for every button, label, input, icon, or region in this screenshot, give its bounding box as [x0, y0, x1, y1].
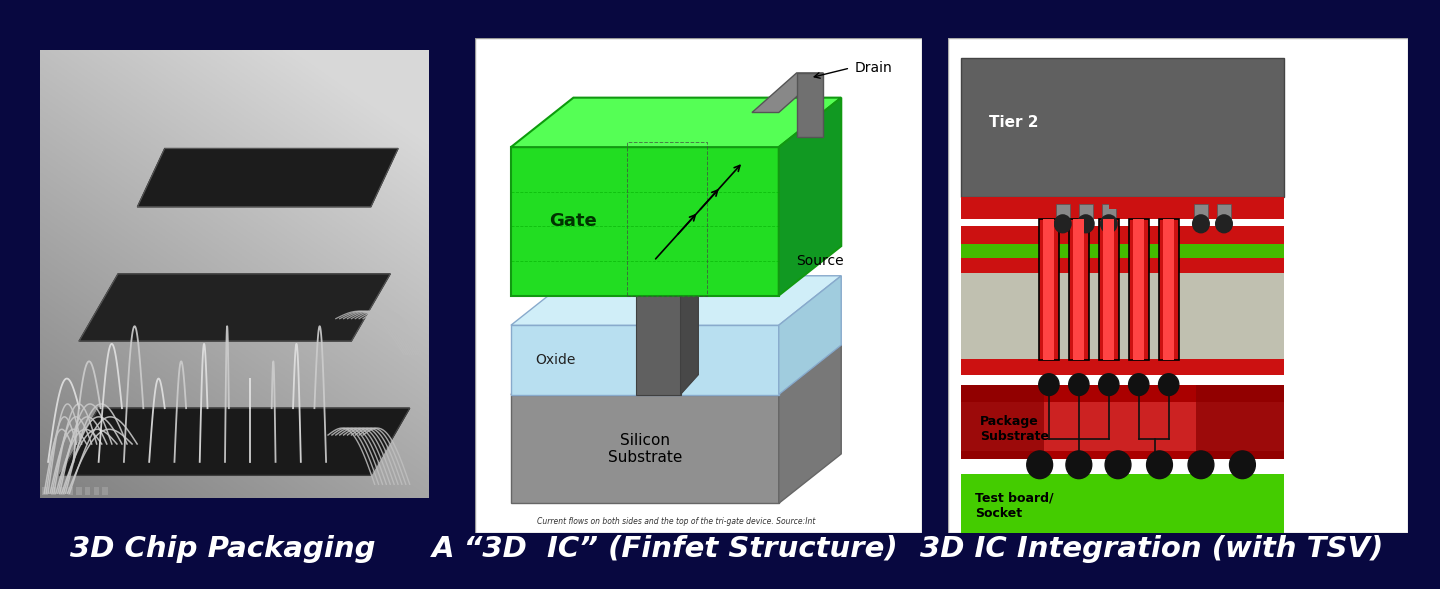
- FancyBboxPatch shape: [1159, 219, 1179, 360]
- FancyBboxPatch shape: [962, 402, 1284, 451]
- Circle shape: [1054, 215, 1071, 233]
- Text: Test board/
Socket: Test board/ Socket: [975, 492, 1054, 520]
- FancyBboxPatch shape: [1217, 204, 1231, 219]
- FancyBboxPatch shape: [1109, 199, 1192, 209]
- FancyBboxPatch shape: [42, 487, 48, 495]
- FancyBboxPatch shape: [1129, 219, 1149, 360]
- Polygon shape: [779, 276, 841, 395]
- Text: A “3D  IC” (Finfet Structure): A “3D IC” (Finfet Structure): [432, 535, 899, 563]
- FancyBboxPatch shape: [68, 487, 73, 495]
- Text: Tier 2: Tier 2: [989, 115, 1038, 130]
- FancyBboxPatch shape: [962, 58, 1284, 197]
- FancyBboxPatch shape: [1197, 385, 1284, 459]
- Text: 3D IC Integration (with TSV): 3D IC Integration (with TSV): [920, 535, 1384, 563]
- Polygon shape: [511, 395, 779, 504]
- FancyBboxPatch shape: [1068, 219, 1089, 360]
- FancyBboxPatch shape: [50, 487, 56, 495]
- Polygon shape: [796, 73, 824, 137]
- Text: Silicon
Substrate: Silicon Substrate: [608, 433, 683, 465]
- Circle shape: [1027, 451, 1053, 479]
- FancyBboxPatch shape: [962, 385, 1044, 459]
- FancyBboxPatch shape: [948, 38, 1408, 533]
- Polygon shape: [511, 276, 841, 325]
- Text: Package
Substrate: Package Substrate: [979, 415, 1048, 443]
- FancyBboxPatch shape: [94, 487, 99, 495]
- FancyBboxPatch shape: [962, 359, 1284, 375]
- Polygon shape: [779, 345, 841, 504]
- Polygon shape: [138, 148, 397, 207]
- Text: Tier 1: Tier 1: [1303, 288, 1354, 303]
- Polygon shape: [779, 98, 841, 296]
- Polygon shape: [511, 98, 841, 147]
- FancyBboxPatch shape: [962, 197, 1284, 219]
- Circle shape: [1188, 451, 1214, 479]
- Circle shape: [1068, 374, 1089, 395]
- Circle shape: [1077, 215, 1094, 233]
- FancyBboxPatch shape: [962, 474, 1284, 533]
- Circle shape: [1038, 374, 1058, 395]
- FancyBboxPatch shape: [76, 487, 82, 495]
- FancyBboxPatch shape: [1073, 219, 1084, 360]
- Circle shape: [1129, 374, 1149, 395]
- Polygon shape: [636, 177, 681, 395]
- FancyBboxPatch shape: [1103, 219, 1115, 360]
- FancyBboxPatch shape: [85, 487, 91, 495]
- FancyBboxPatch shape: [962, 226, 1284, 360]
- Circle shape: [1159, 374, 1179, 395]
- Polygon shape: [636, 157, 698, 177]
- FancyBboxPatch shape: [475, 38, 922, 533]
- Polygon shape: [752, 73, 824, 112]
- Text: Gate: Gate: [550, 213, 598, 230]
- Polygon shape: [60, 408, 410, 475]
- Circle shape: [1192, 215, 1210, 233]
- FancyBboxPatch shape: [1194, 204, 1208, 219]
- Circle shape: [1100, 215, 1117, 233]
- FancyBboxPatch shape: [1079, 204, 1093, 219]
- FancyBboxPatch shape: [962, 244, 1284, 259]
- FancyBboxPatch shape: [1102, 204, 1116, 219]
- Text: Oxide: Oxide: [536, 353, 576, 367]
- FancyBboxPatch shape: [1044, 219, 1054, 360]
- FancyBboxPatch shape: [1038, 219, 1058, 360]
- Circle shape: [1230, 451, 1256, 479]
- FancyBboxPatch shape: [1164, 219, 1174, 360]
- Polygon shape: [511, 325, 779, 395]
- Text: Current flows on both sides and the top of the tri-gate device. Source:Int: Current flows on both sides and the top …: [537, 517, 815, 525]
- Circle shape: [1104, 451, 1130, 479]
- Circle shape: [1215, 215, 1233, 233]
- Circle shape: [1066, 451, 1092, 479]
- FancyBboxPatch shape: [1099, 219, 1119, 360]
- FancyBboxPatch shape: [102, 487, 108, 495]
- FancyBboxPatch shape: [962, 226, 1284, 244]
- Polygon shape: [681, 157, 698, 395]
- Text: Source: Source: [796, 254, 844, 268]
- FancyBboxPatch shape: [1056, 204, 1070, 219]
- FancyBboxPatch shape: [59, 487, 65, 495]
- FancyBboxPatch shape: [962, 385, 1284, 459]
- Polygon shape: [79, 274, 390, 341]
- Polygon shape: [511, 147, 779, 296]
- Text: Drain: Drain: [855, 61, 893, 75]
- Circle shape: [1099, 374, 1119, 395]
- FancyBboxPatch shape: [962, 259, 1284, 273]
- Circle shape: [1146, 451, 1172, 479]
- Polygon shape: [511, 345, 841, 395]
- Text: 3D Chip Packaging: 3D Chip Packaging: [71, 535, 376, 563]
- FancyBboxPatch shape: [1133, 219, 1145, 360]
